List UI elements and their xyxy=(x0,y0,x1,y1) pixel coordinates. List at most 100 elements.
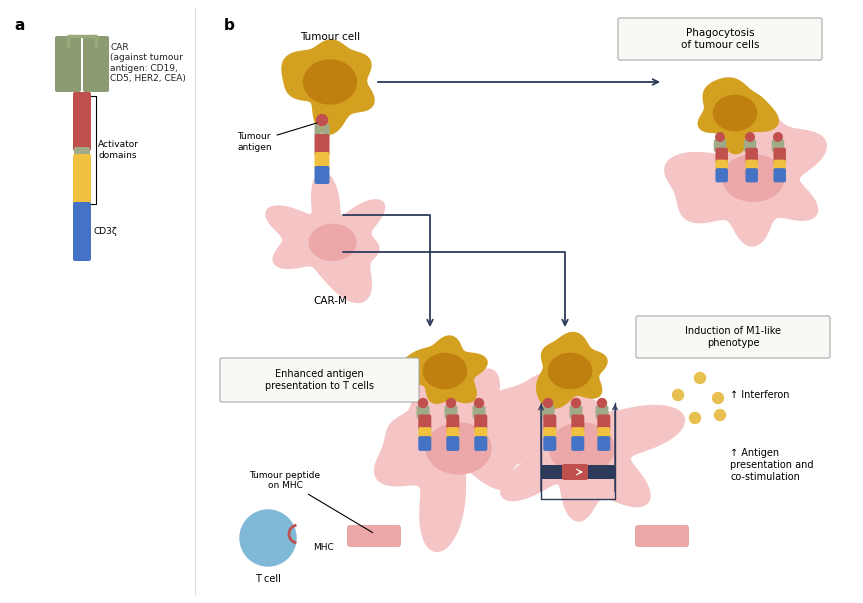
FancyBboxPatch shape xyxy=(570,405,576,418)
FancyBboxPatch shape xyxy=(544,436,557,451)
FancyBboxPatch shape xyxy=(576,405,583,418)
Polygon shape xyxy=(400,336,487,403)
FancyBboxPatch shape xyxy=(714,139,721,152)
FancyBboxPatch shape xyxy=(715,148,728,163)
FancyBboxPatch shape xyxy=(636,316,830,358)
FancyBboxPatch shape xyxy=(597,436,610,451)
Circle shape xyxy=(544,399,552,408)
Circle shape xyxy=(672,390,683,400)
FancyBboxPatch shape xyxy=(473,405,479,418)
Text: T cell: T cell xyxy=(255,574,281,584)
FancyBboxPatch shape xyxy=(778,139,784,152)
FancyBboxPatch shape xyxy=(746,168,758,182)
FancyBboxPatch shape xyxy=(347,525,401,547)
FancyBboxPatch shape xyxy=(562,464,588,480)
Circle shape xyxy=(446,399,456,408)
Text: a: a xyxy=(14,18,24,33)
FancyBboxPatch shape xyxy=(618,18,822,60)
FancyBboxPatch shape xyxy=(323,124,330,138)
FancyBboxPatch shape xyxy=(475,414,488,431)
Text: Induction of M1-like
phenotype: Induction of M1-like phenotype xyxy=(685,326,781,348)
FancyBboxPatch shape xyxy=(450,405,457,418)
Text: Activator
domains: Activator domains xyxy=(98,140,139,160)
FancyBboxPatch shape xyxy=(635,525,689,547)
Circle shape xyxy=(715,409,726,420)
Circle shape xyxy=(475,399,483,408)
Polygon shape xyxy=(266,172,385,303)
FancyBboxPatch shape xyxy=(446,414,459,431)
Ellipse shape xyxy=(304,60,356,104)
FancyBboxPatch shape xyxy=(544,414,557,431)
FancyBboxPatch shape xyxy=(744,139,750,152)
FancyBboxPatch shape xyxy=(419,414,432,431)
FancyBboxPatch shape xyxy=(715,168,728,182)
FancyBboxPatch shape xyxy=(475,436,488,451)
FancyBboxPatch shape xyxy=(73,202,91,261)
FancyBboxPatch shape xyxy=(571,436,584,451)
FancyBboxPatch shape xyxy=(55,36,81,92)
Ellipse shape xyxy=(309,224,356,260)
FancyBboxPatch shape xyxy=(73,154,91,206)
Circle shape xyxy=(571,399,581,408)
Ellipse shape xyxy=(723,155,784,201)
FancyBboxPatch shape xyxy=(423,405,430,418)
Polygon shape xyxy=(698,78,778,154)
Text: Tumour
antigen: Tumour antigen xyxy=(237,123,318,152)
Circle shape xyxy=(317,115,327,125)
FancyBboxPatch shape xyxy=(446,427,459,440)
Circle shape xyxy=(713,393,723,403)
FancyBboxPatch shape xyxy=(746,160,758,172)
Text: MHC: MHC xyxy=(312,543,333,552)
FancyBboxPatch shape xyxy=(750,139,756,152)
Circle shape xyxy=(597,399,607,408)
FancyBboxPatch shape xyxy=(444,405,451,418)
FancyBboxPatch shape xyxy=(548,405,555,418)
FancyBboxPatch shape xyxy=(73,92,91,151)
Text: Tumour peptide
on MHC: Tumour peptide on MHC xyxy=(249,470,373,532)
Circle shape xyxy=(419,399,427,408)
Circle shape xyxy=(690,412,701,423)
Polygon shape xyxy=(665,99,826,246)
Text: ↑ Interferon: ↑ Interferon xyxy=(730,390,790,400)
FancyBboxPatch shape xyxy=(597,427,610,440)
FancyBboxPatch shape xyxy=(571,427,584,440)
Text: Phagocytosis
of tumour cells: Phagocytosis of tumour cells xyxy=(681,28,759,50)
FancyBboxPatch shape xyxy=(314,152,330,170)
Ellipse shape xyxy=(549,423,614,474)
FancyBboxPatch shape xyxy=(772,139,778,152)
FancyBboxPatch shape xyxy=(419,436,432,451)
FancyBboxPatch shape xyxy=(715,160,728,172)
FancyBboxPatch shape xyxy=(571,414,584,431)
Ellipse shape xyxy=(426,423,491,474)
Ellipse shape xyxy=(548,353,592,388)
FancyBboxPatch shape xyxy=(595,405,602,418)
FancyBboxPatch shape xyxy=(602,405,608,418)
FancyBboxPatch shape xyxy=(541,465,615,479)
Circle shape xyxy=(774,133,782,141)
FancyBboxPatch shape xyxy=(544,427,557,440)
FancyBboxPatch shape xyxy=(314,166,330,184)
Text: CAR-M: CAR-M xyxy=(313,296,347,306)
Text: Tumour cell: Tumour cell xyxy=(300,32,360,42)
FancyBboxPatch shape xyxy=(541,405,548,418)
Circle shape xyxy=(715,133,724,141)
FancyBboxPatch shape xyxy=(417,405,423,418)
FancyBboxPatch shape xyxy=(597,414,610,431)
Circle shape xyxy=(746,133,754,141)
Text: CD3ζ: CD3ζ xyxy=(93,227,117,236)
Polygon shape xyxy=(484,373,684,521)
Text: ↑ Antigen
presentation and
co-stimulation: ↑ Antigen presentation and co-stimulatio… xyxy=(730,449,814,482)
FancyBboxPatch shape xyxy=(746,148,758,163)
FancyBboxPatch shape xyxy=(475,427,488,440)
Ellipse shape xyxy=(714,95,757,131)
Ellipse shape xyxy=(424,353,467,388)
Text: CAR
(against tumour
antigen: CD19,
CD5, HER2, CEA): CAR (against tumour antigen: CD19, CD5, … xyxy=(110,43,186,83)
FancyBboxPatch shape xyxy=(446,436,459,451)
Circle shape xyxy=(240,510,296,566)
Circle shape xyxy=(695,373,705,384)
FancyBboxPatch shape xyxy=(314,124,322,138)
FancyBboxPatch shape xyxy=(720,139,727,152)
FancyBboxPatch shape xyxy=(74,147,90,158)
FancyBboxPatch shape xyxy=(419,427,432,440)
Text: b: b xyxy=(224,18,235,33)
